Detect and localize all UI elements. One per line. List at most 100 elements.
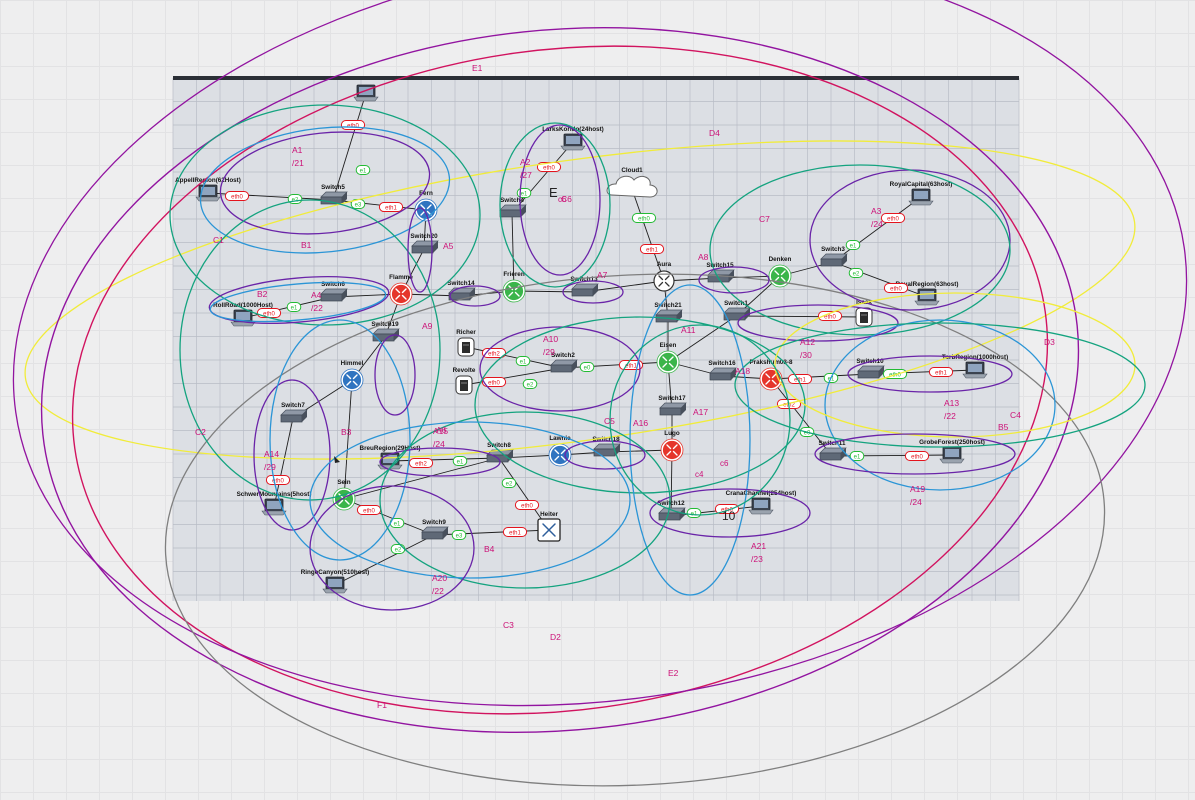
switch-node-switch6[interactable]: Switch6 — [320, 281, 348, 302]
port-label-eth2: eth2 — [408, 458, 434, 468]
subnet-mask-a10: /29 — [543, 347, 555, 357]
svg-text:eth0: eth0 — [521, 503, 533, 509]
port-label-e1: e1 — [515, 356, 531, 366]
link-switch3-royalregion[interactable] — [832, 261, 928, 298]
router-green-node-eisen[interactable]: Eisen — [656, 342, 680, 374]
link-switch8-sein[interactable] — [343, 457, 500, 500]
link-switch1-eisen[interactable] — [667, 315, 737, 363]
link-prakshu-switch10[interactable] — [770, 373, 871, 380]
svg-text:e2: e2 — [527, 382, 534, 388]
subnet-label-a9: A9 — [422, 321, 433, 331]
router-blue-node-lawnie[interactable]: Lawnie — [548, 435, 572, 467]
pc-node-ringecanyon-510host[interactable]: RingeCanyon(510host) — [301, 569, 370, 594]
pc-node-appellregion-62host[interactable]: AppellRegion(62Host) — [175, 177, 241, 202]
group-ellipse-11 — [199, 126, 451, 254]
subnet-mask-a19: /24 — [910, 497, 922, 507]
port-label-eth0: eth0 — [904, 451, 930, 461]
link-switch9-ringe[interactable] — [334, 534, 435, 586]
subnet-label-a3: A3 — [871, 206, 882, 216]
node-label-switch11: Switch11 — [819, 440, 846, 447]
switch-node-switch17[interactable]: Switch17 — [658, 395, 687, 416]
subnet-mask-a13: /22 — [944, 411, 956, 421]
group-ellipse-17 — [449, 285, 501, 307]
node-label-breuregion-29host: BreuRegion(29Host) — [360, 445, 421, 452]
group-label-c7: C7 — [759, 214, 770, 224]
link-isaak-switch1[interactable] — [735, 315, 865, 318]
svg-text:eth0: eth0 — [263, 311, 275, 317]
router-green-node-denken[interactable]: Denken — [768, 256, 792, 288]
switch-node-switch5[interactable]: Switch5 — [320, 184, 348, 205]
switch-node-switch11[interactable]: Switch11 — [819, 440, 847, 461]
pc-node-cranachannel-254host[interactable]: CranaChannel(254host) — [726, 490, 797, 515]
router-red-node-flamme[interactable]: Flamme — [389, 274, 413, 306]
switch-node-switch4[interactable]: Switch4 — [499, 197, 527, 218]
group-label-f1: F1 — [377, 700, 387, 710]
switch-node-switch2[interactable]: Switch2 — [550, 352, 578, 373]
subnet-label-a7: A7 — [597, 270, 608, 280]
link-switch8-heiter[interactable] — [498, 457, 550, 531]
switch-node-switch15[interactable]: Switch15 — [706, 262, 735, 283]
label-layer: A1/21 A2/27 A3/24 A4/22 A5 A6 A7 A8 A9 A10/29 A11 A… — [195, 63, 1055, 710]
sheet-top-bar — [173, 76, 1019, 80]
svg-text:e1: e1 — [360, 168, 367, 174]
link-switch8-breu[interactable] — [389, 457, 500, 462]
switch-node-switch7[interactable]: Switch7 — [280, 402, 308, 423]
subnet-label-a16: A16 — [633, 418, 648, 428]
port-label-eth0: eth0 — [880, 213, 906, 223]
port-label-e1: e1 — [516, 188, 532, 198]
link-sein-switch9[interactable] — [343, 498, 435, 536]
switch-node-switch1[interactable]: Switch1 — [723, 300, 751, 321]
svg-text:e3: e3 — [456, 533, 463, 539]
port-label-eth1: eth1 — [378, 202, 404, 212]
switch-node-switch19[interactable]: Switch19 — [371, 321, 400, 342]
node-label-switch5: Switch5 — [321, 184, 345, 191]
switch-node-switch13[interactable]: Switch13 — [570, 276, 599, 297]
port-label-e1: e1 — [686, 508, 702, 518]
switch-node-switch9[interactable]: Switch9 — [421, 519, 449, 540]
link-switch4-frieren[interactable] — [511, 212, 515, 292]
subnet-label-a12: A12 — [800, 337, 815, 347]
link-cloud1-aura[interactable] — [631, 188, 665, 282]
group-ellipse-32 — [374, 334, 416, 416]
l3switch-node-heiter[interactable]: Heiter — [537, 511, 561, 542]
svg-text:eth2: eth2 — [488, 351, 500, 357]
node-label-switch1: Switch1 — [724, 300, 748, 307]
svg-text:eth1: eth1 — [625, 363, 637, 369]
cloud-node-cloud1[interactable]: Cloud1 — [606, 167, 658, 198]
node-label-switch17: Switch17 — [658, 395, 686, 402]
link-prakshu-switch11[interactable] — [770, 378, 833, 457]
link-royalcap-switch3[interactable] — [832, 196, 922, 263]
node-label-switch9: Switch9 — [422, 519, 446, 526]
link-richer-switch2[interactable] — [465, 346, 564, 369]
pc-node-torbregion-1000host[interactable]: TorbRegion(1000host) — [942, 354, 1008, 379]
svg-text:e2: e2 — [853, 271, 860, 277]
group-ellipse-7 — [709, 164, 1011, 336]
pc-node-royalcapital-63host[interactable]: RoyalCapital(63host) — [890, 181, 953, 206]
group-ellipse-35 — [379, 411, 671, 589]
port-label-eth1: eth1 — [502, 527, 528, 537]
server-node-richer[interactable]: Richer — [456, 329, 476, 357]
pc-node-grobeforest-250host[interactable]: GrobeForest(250host) — [919, 439, 985, 464]
group-label-b1: B1 — [301, 240, 312, 250]
router-blue-node-himmel[interactable]: Himmel — [340, 360, 364, 392]
svg-text:e2: e2 — [506, 481, 513, 487]
server-node-revolte[interactable]: Revolte — [453, 367, 476, 395]
pc-node-royalregion-63host[interactable]: RoyalRegion(63host) — [896, 281, 959, 306]
router-plain-node-aura[interactable]: Aura — [653, 261, 675, 292]
router-red-node-lugo[interactable]: Lugo — [660, 430, 684, 462]
switch-node-switch20[interactable]: Switch20 — [410, 233, 439, 254]
subnet-mask-a21: /23 — [751, 554, 763, 564]
group-ellipse-16 — [407, 207, 433, 293]
link-larks-switch4[interactable] — [511, 141, 574, 214]
node-label-switch15: Switch15 — [706, 262, 734, 269]
link-himmel-sein[interactable] — [343, 379, 353, 500]
node-label-sein: Sein — [337, 479, 350, 486]
link-pc_top-switch5[interactable] — [332, 92, 367, 201]
switch-node-switch3[interactable]: Switch3 — [820, 246, 848, 267]
node-label-switch21: Switch21 — [654, 302, 682, 309]
switch-node-switch10[interactable]: Switch10 — [856, 358, 885, 379]
group-ellipse-8 — [519, 124, 601, 276]
switch-node-switch16[interactable]: Switch16 — [708, 360, 737, 381]
svg-text:eth0: eth0 — [911, 454, 923, 460]
